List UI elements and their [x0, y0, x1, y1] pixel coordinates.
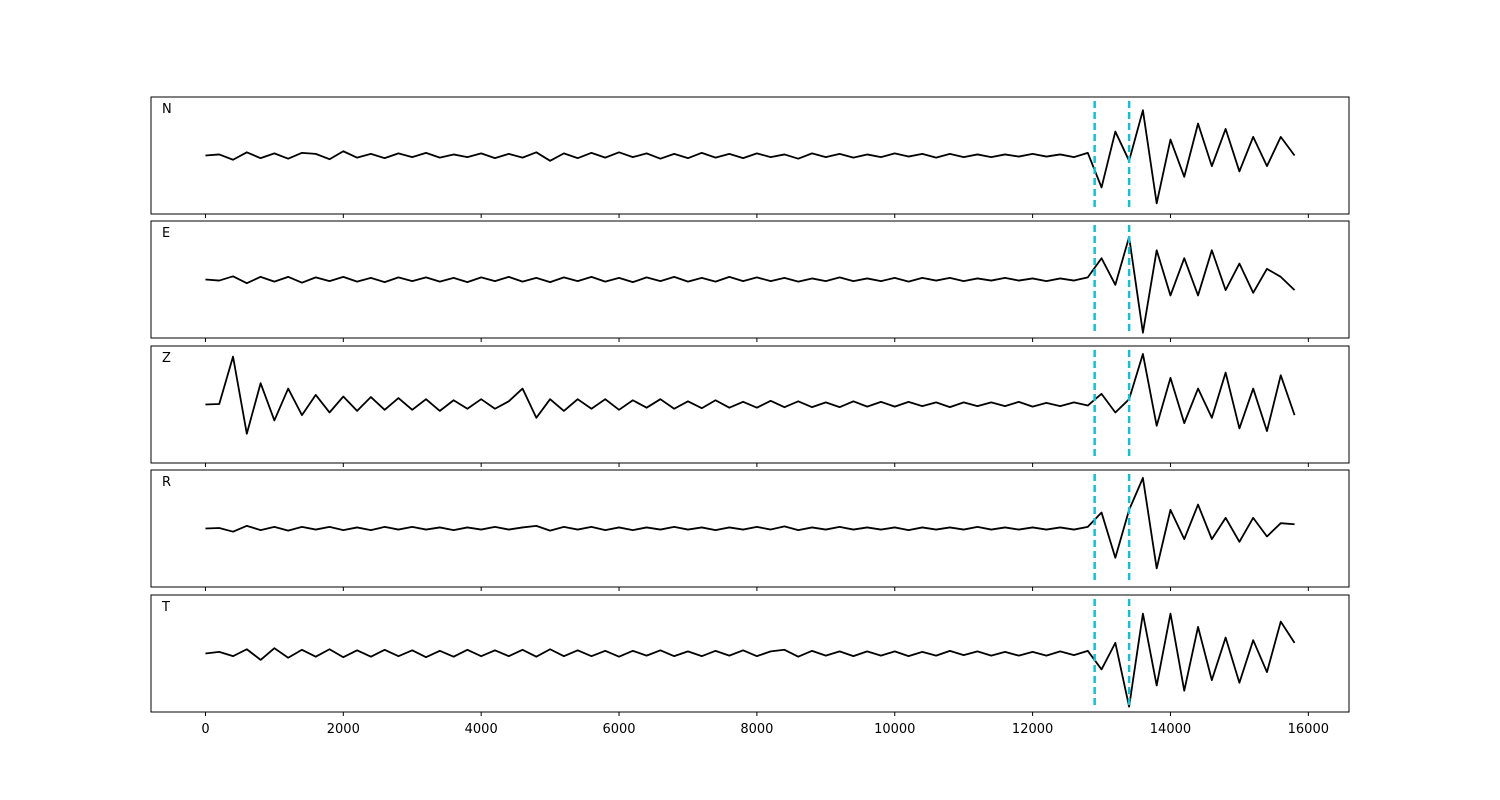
panel-frame — [150, 96, 1350, 215]
panel-frame — [150, 220, 1350, 339]
panel-label: R — [162, 475, 171, 490]
trace — [205, 612, 1296, 708]
panel-frame — [150, 345, 1350, 464]
panel-label: T — [161, 600, 170, 615]
panel-frame — [150, 594, 1350, 713]
x-tick-label: 0 — [201, 722, 209, 737]
x-tick-label: 8000 — [740, 722, 773, 737]
x-tick-label: 6000 — [602, 722, 635, 737]
x-tick-label: 12000 — [1012, 722, 1053, 737]
trace — [205, 109, 1296, 205]
panel-label: E — [162, 226, 170, 241]
trace — [205, 353, 1296, 435]
panel-frame — [150, 469, 1350, 588]
trace — [205, 477, 1295, 570]
panel-label: N — [162, 102, 172, 117]
x-tick-label: 16000 — [1288, 722, 1329, 737]
x-tick-label: 4000 — [465, 722, 498, 737]
x-tick-label: 14000 — [1150, 722, 1191, 737]
x-tick-label: 2000 — [327, 722, 360, 737]
panel-label: Z — [162, 351, 171, 366]
x-tick-label: 10000 — [874, 722, 915, 737]
trace — [205, 236, 1296, 334]
